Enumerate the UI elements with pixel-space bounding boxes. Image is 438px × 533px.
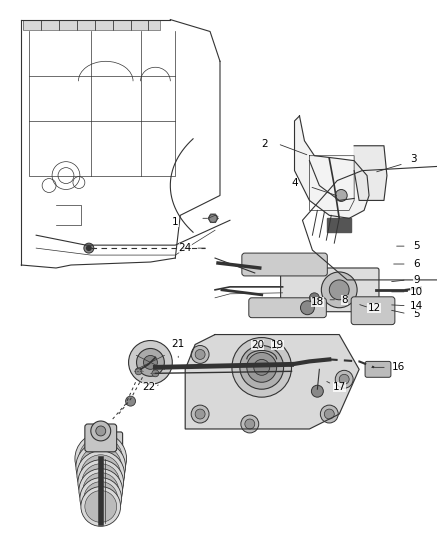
Circle shape — [152, 370, 159, 377]
FancyBboxPatch shape — [365, 361, 391, 377]
Circle shape — [191, 345, 209, 364]
Circle shape — [80, 446, 122, 488]
Circle shape — [75, 433, 127, 484]
Circle shape — [126, 396, 135, 406]
Circle shape — [324, 409, 334, 419]
Circle shape — [320, 405, 338, 423]
Circle shape — [79, 469, 123, 512]
Circle shape — [76, 442, 126, 491]
Text: 10: 10 — [410, 287, 423, 297]
Circle shape — [86, 245, 92, 251]
Text: 1: 1 — [172, 217, 179, 227]
FancyBboxPatch shape — [351, 297, 395, 325]
Circle shape — [81, 455, 120, 495]
Polygon shape — [327, 219, 351, 232]
Text: 22: 22 — [142, 382, 155, 392]
Text: 16: 16 — [392, 362, 406, 373]
Circle shape — [79, 437, 123, 481]
Circle shape — [144, 356, 157, 369]
Circle shape — [311, 385, 323, 397]
Text: 18: 18 — [311, 297, 324, 307]
Circle shape — [254, 359, 270, 375]
Circle shape — [309, 293, 319, 303]
Text: 19: 19 — [271, 340, 284, 350]
Circle shape — [129, 341, 172, 384]
Polygon shape — [23, 20, 41, 29]
Circle shape — [300, 301, 314, 314]
Text: 5: 5 — [413, 241, 420, 251]
Circle shape — [191, 405, 209, 423]
FancyBboxPatch shape — [249, 298, 326, 318]
Polygon shape — [294, 116, 369, 219]
Polygon shape — [41, 20, 59, 29]
Circle shape — [241, 415, 259, 433]
Text: 2: 2 — [261, 139, 268, 149]
Circle shape — [81, 487, 120, 527]
Circle shape — [137, 349, 164, 376]
FancyBboxPatch shape — [89, 432, 123, 451]
Circle shape — [135, 368, 142, 375]
Circle shape — [80, 478, 122, 519]
Circle shape — [339, 374, 349, 384]
FancyBboxPatch shape — [242, 253, 327, 276]
Circle shape — [195, 409, 205, 419]
Text: 14: 14 — [410, 301, 424, 311]
Text: 5: 5 — [413, 309, 420, 319]
Polygon shape — [59, 20, 77, 29]
Polygon shape — [354, 146, 387, 200]
Text: 8: 8 — [341, 295, 347, 305]
Text: 24: 24 — [179, 243, 192, 253]
Circle shape — [321, 272, 357, 308]
Circle shape — [240, 345, 283, 389]
Circle shape — [82, 464, 120, 502]
Circle shape — [335, 190, 347, 201]
Circle shape — [335, 370, 353, 388]
Text: 4: 4 — [291, 177, 298, 188]
Circle shape — [84, 482, 118, 515]
FancyBboxPatch shape — [85, 424, 117, 452]
Polygon shape — [113, 20, 131, 29]
Circle shape — [96, 426, 106, 436]
Circle shape — [83, 473, 119, 508]
Circle shape — [232, 337, 292, 397]
Circle shape — [77, 451, 124, 498]
Circle shape — [209, 214, 217, 222]
Text: 9: 9 — [413, 275, 420, 285]
Circle shape — [329, 280, 349, 300]
Circle shape — [247, 352, 277, 382]
Polygon shape — [95, 20, 113, 29]
Text: 20: 20 — [251, 340, 264, 350]
FancyBboxPatch shape — [281, 268, 379, 312]
Polygon shape — [131, 20, 148, 29]
Text: 12: 12 — [367, 303, 381, 313]
Text: 17: 17 — [332, 382, 346, 392]
Circle shape — [195, 350, 205, 359]
Polygon shape — [77, 20, 95, 29]
Circle shape — [245, 419, 255, 429]
Circle shape — [78, 460, 124, 505]
Text: 6: 6 — [413, 259, 420, 269]
Polygon shape — [148, 20, 160, 29]
Circle shape — [84, 243, 94, 253]
Polygon shape — [185, 335, 359, 429]
Circle shape — [85, 490, 117, 522]
Text: 3: 3 — [410, 154, 417, 164]
Circle shape — [91, 421, 111, 441]
Text: 21: 21 — [172, 338, 185, 349]
